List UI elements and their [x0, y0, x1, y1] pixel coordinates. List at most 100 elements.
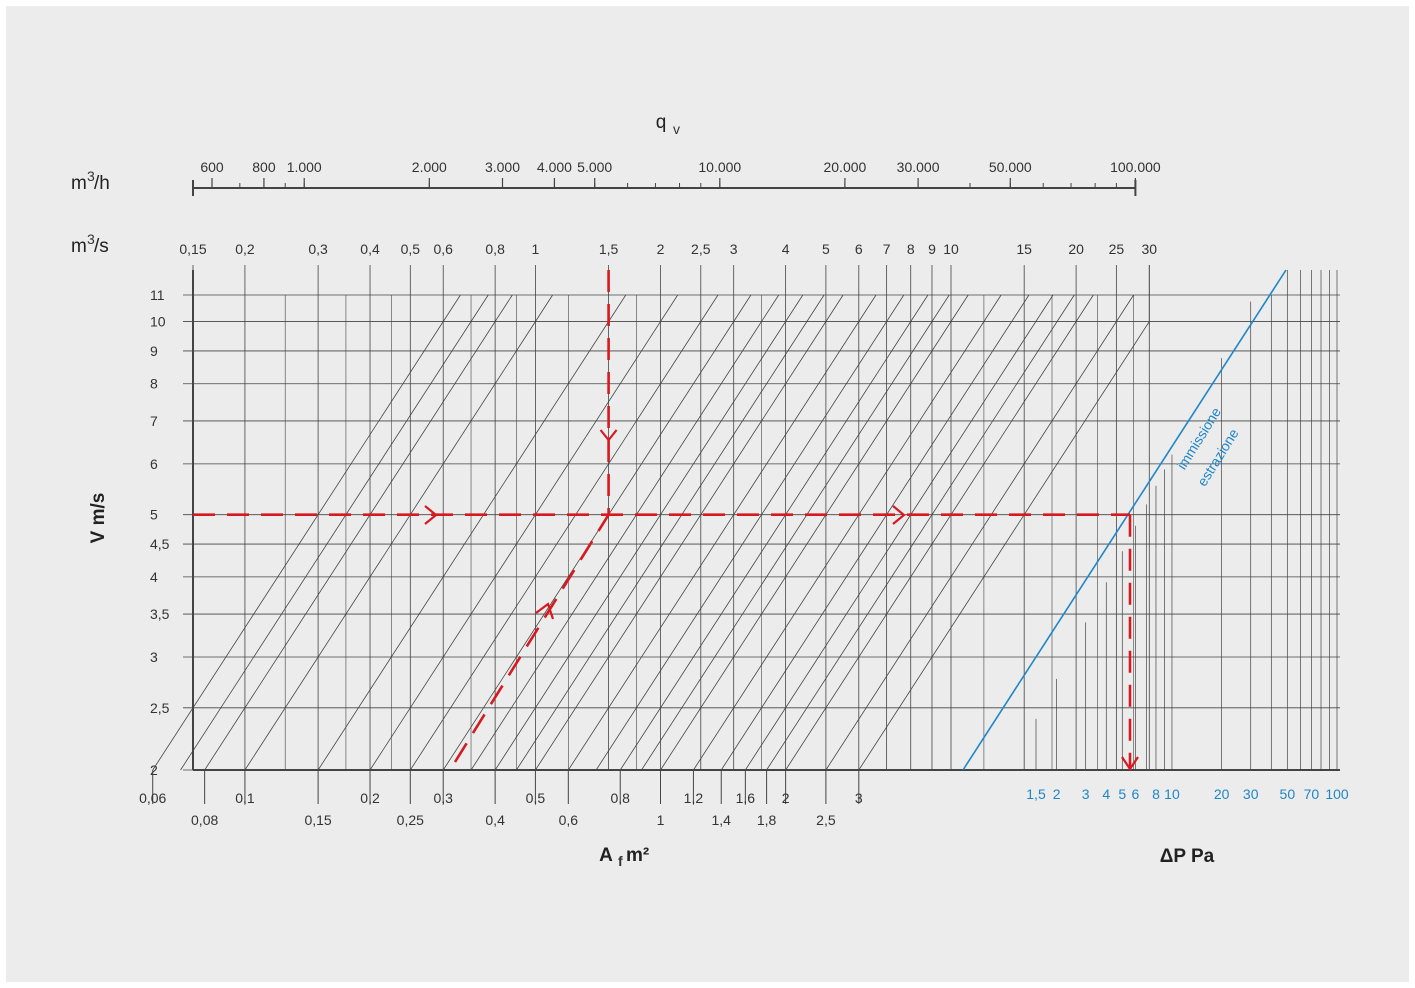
area-tick-label: 2,5 — [816, 812, 836, 828]
area-diagonal — [516, 294, 825, 771]
area-diagonal — [535, 294, 844, 771]
velocity-tick-label: 2,5 — [150, 700, 170, 716]
m3s-tick-label: 30 — [1141, 241, 1157, 257]
pressure-curve — [962, 269, 1287, 771]
area-tick-label: 0,2 — [360, 790, 380, 806]
pressure-tick-label: 3 — [1082, 786, 1090, 802]
area-diagonal — [825, 294, 1134, 771]
area-diagonal — [470, 294, 780, 771]
area-diagonal — [204, 294, 513, 771]
area-tick-label: 0,8 — [611, 790, 631, 806]
pressure-tick-label: 4 — [1102, 786, 1110, 802]
unit-m3s-suffix: /s — [94, 236, 109, 257]
m3s-tick-label: 7 — [883, 241, 891, 257]
area-tick-label: 2 — [782, 790, 790, 806]
area-diagonal — [720, 294, 1030, 771]
m3h-tick-label: 2.000 — [412, 159, 447, 175]
unit-m3h: m — [71, 173, 87, 194]
unit-m3h-suffix: /h — [94, 173, 110, 194]
pressure-tick-label: 5 — [1118, 786, 1126, 802]
pressure-tick-label: 2 — [1053, 786, 1061, 802]
velocity-tick-label: 6 — [150, 456, 158, 472]
pressure-tick-label: 70 — [1304, 786, 1320, 802]
m3h-tick-label: 10.000 — [698, 159, 741, 175]
area-diagonal — [785, 294, 1094, 771]
m3h-tick-label: 3.000 — [485, 159, 520, 175]
area-diagonal — [660, 294, 969, 771]
m3h-tick-label: 600 — [200, 159, 224, 175]
m3h-tick-label: 1.000 — [287, 159, 322, 175]
example-arrow-down — [1121, 756, 1139, 771]
area-diagonal — [442, 294, 752, 771]
area-tick-label: 0,5 — [526, 790, 546, 806]
area-tick-label: 0,15 — [304, 812, 331, 828]
m3s-tick-label: 1 — [532, 241, 540, 257]
m3s-tick-label: 0,4 — [360, 241, 380, 257]
area-diagonal — [317, 294, 627, 771]
area-tick-label: 1,6 — [736, 790, 756, 806]
example-arrow-right — [424, 505, 438, 525]
m3s-tick-label: 8 — [907, 241, 915, 257]
area-tick-label: 0,3 — [433, 790, 453, 806]
area-axis-unit: m² — [626, 845, 649, 866]
pressure-tick-label: 1,5 — [1026, 786, 1046, 802]
pressure-tick-label: 10 — [1164, 786, 1180, 802]
area-diagonal — [619, 294, 929, 771]
unit-m3h-sup: 3 — [87, 168, 95, 184]
pressure-tick-label: 20 — [1214, 786, 1230, 802]
m3s-tick-label: 9 — [928, 241, 936, 257]
area-tick-label: 0,1 — [235, 790, 255, 806]
pressure-axis-label: ΔP Pa — [1160, 846, 1215, 867]
example-area-line — [453, 514, 610, 763]
m3s-tick-label: 0,15 — [179, 241, 206, 257]
m3s-tick-label: 10 — [943, 241, 959, 257]
area-tick-label: 0,06 — [139, 790, 166, 806]
area-diagonal — [152, 294, 461, 771]
area-tick-label: 0,6 — [559, 812, 579, 828]
area-tick-label: 1,4 — [712, 812, 732, 828]
area-tick-label: 1,2 — [684, 790, 704, 806]
velocity-tick-label: 5 — [150, 507, 158, 523]
m3s-tick-label: 3 — [730, 241, 738, 257]
area-diagonal — [244, 294, 553, 771]
m3h-tick-label: 800 — [252, 159, 276, 175]
area-axis-sub: f — [618, 853, 623, 869]
area-tick-label: 3 — [855, 790, 863, 806]
area-tick-label: 1 — [657, 812, 665, 828]
unit-m3s: m — [71, 236, 87, 257]
m3h-tick-label: 4.000 — [537, 159, 572, 175]
velocity-tick-label: 3,5 — [150, 606, 170, 622]
pressure-tick-label: 8 — [1152, 786, 1160, 802]
m3s-tick-label: 4 — [782, 241, 790, 257]
m3s-tick-label: 0,2 — [235, 241, 255, 257]
area-diagonal — [409, 294, 719, 771]
velocity-tick-label: 2 — [150, 762, 158, 778]
m3s-tick-label: 2 — [657, 241, 665, 257]
m3s-tick-label: 0,8 — [485, 241, 505, 257]
m3s-tick-label: 0,6 — [433, 241, 453, 257]
velocity-tick-label: 8 — [150, 376, 158, 392]
m3s-tick-label: 0,5 — [401, 241, 421, 257]
m3s-tick-label: 2,5 — [691, 241, 711, 257]
pressure-tick-label: 30 — [1243, 786, 1259, 802]
qv-subscript: v — [673, 121, 680, 137]
area-diagonal — [693, 294, 1002, 771]
m3s-tick-label: 5 — [822, 241, 830, 257]
m3h-tick-label: 50.000 — [989, 159, 1032, 175]
area-diagonal — [745, 294, 1054, 771]
m3s-tick-label: 0,3 — [308, 241, 328, 257]
example-arrow-right — [892, 505, 906, 525]
m3s-tick-label: 6 — [855, 241, 863, 257]
velocity-tick-label: 4 — [150, 569, 158, 585]
m3h-tick-label: 5.000 — [577, 159, 612, 175]
m3h-tick-label: 30.000 — [897, 159, 940, 175]
velocity-tick-label: 3 — [150, 649, 158, 665]
area-tick-label: 0,4 — [485, 812, 505, 828]
example-arrow-up — [535, 602, 555, 620]
area-diagonal — [567, 294, 877, 771]
m3s-tick-label: 20 — [1068, 241, 1084, 257]
velocity-tick-label: 4,5 — [150, 536, 170, 552]
area-axis-label: A — [599, 845, 613, 866]
area-tick-label: 0,25 — [397, 812, 424, 828]
